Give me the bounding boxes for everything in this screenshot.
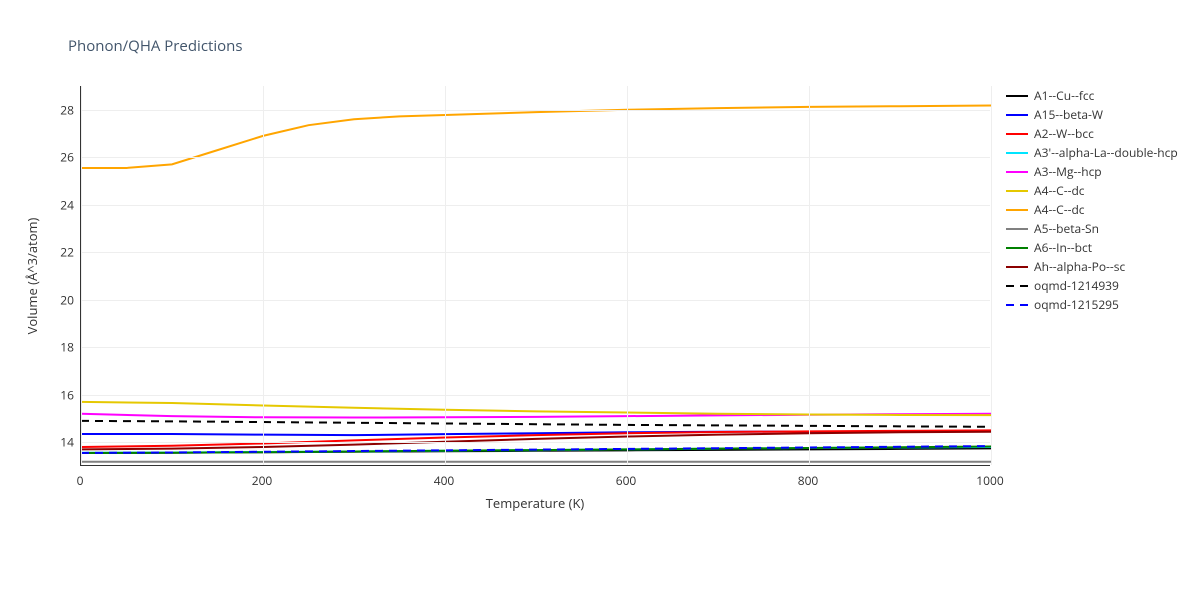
gridline-v [445, 86, 446, 465]
legend-swatch [1006, 105, 1028, 124]
legend-item[interactable]: A1--Cu--fcc [1006, 86, 1178, 105]
legend[interactable]: A1--Cu--fcc A15--beta-W A2--W--bcc A3'--alp… [1006, 86, 1178, 314]
legend-label: A1--Cu--fcc [1034, 87, 1094, 104]
gridline-v [627, 86, 628, 465]
legend-item[interactable]: oqmd-1214939 [1006, 276, 1178, 295]
y-tick-label: 24 [52, 196, 74, 213]
series-line [81, 105, 991, 167]
gridline-h [81, 205, 990, 206]
legend-item[interactable]: A15--beta-W [1006, 105, 1178, 124]
x-tick-label: 200 [252, 472, 273, 489]
series-layer [81, 86, 991, 466]
gridline-v [81, 86, 82, 465]
legend-swatch [1006, 295, 1028, 314]
gridline-v [263, 86, 264, 465]
legend-label: A5--beta-Sn [1034, 220, 1099, 237]
gridline-h [81, 300, 990, 301]
legend-swatch [1006, 276, 1028, 295]
x-tick-label: 600 [616, 472, 637, 489]
gridline-h [81, 442, 990, 443]
y-tick-label: 22 [52, 244, 74, 261]
legend-swatch [1006, 257, 1028, 276]
y-tick-label: 16 [52, 386, 74, 403]
legend-item[interactable]: A3'--alpha-La--double-hcp [1006, 143, 1178, 162]
legend-item[interactable]: A4--C--dc [1006, 181, 1178, 200]
legend-swatch [1006, 124, 1028, 143]
legend-label: A3'--alpha-La--double-hcp [1034, 144, 1178, 161]
y-axis-label: Volume (Å^3/atom) [23, 218, 41, 335]
y-tick-label: 20 [52, 291, 74, 308]
legend-swatch [1006, 86, 1028, 105]
legend-label: A6--In--bct [1034, 239, 1092, 256]
x-tick-label: 800 [798, 472, 819, 489]
legend-label: oqmd-1215295 [1034, 296, 1119, 313]
series-line [81, 402, 991, 415]
gridline-h [81, 347, 990, 348]
y-tick-label: 18 [52, 339, 74, 356]
legend-label: oqmd-1214939 [1034, 277, 1119, 294]
x-tick-label: 400 [434, 472, 455, 489]
legend-item[interactable]: A3--Mg--hcp [1006, 162, 1178, 181]
chart-title: Phonon/QHA Predictions [68, 36, 243, 56]
legend-item[interactable]: Ah--alpha-Po--sc [1006, 257, 1178, 276]
x-axis-label: Temperature (K) [486, 494, 585, 512]
x-tick-label: 0 [77, 472, 84, 489]
y-tick-label: 28 [52, 101, 74, 118]
legend-swatch [1006, 219, 1028, 238]
legend-label: Ah--alpha-Po--sc [1034, 258, 1125, 275]
gridline-v [809, 86, 810, 465]
legend-label: A4--C--dc [1034, 201, 1085, 218]
legend-label: A2--W--bcc [1034, 125, 1094, 142]
legend-item[interactable]: A6--In--bct [1006, 238, 1178, 257]
legend-swatch [1006, 238, 1028, 257]
legend-label: A3--Mg--hcp [1034, 163, 1102, 180]
gridline-h [81, 110, 990, 111]
legend-swatch [1006, 162, 1028, 181]
series-line [81, 421, 991, 427]
y-tick-label: 26 [52, 149, 74, 166]
legend-swatch [1006, 143, 1028, 162]
gridline-h [81, 157, 990, 158]
gridline-h [81, 395, 990, 396]
chart-container: Phonon/QHA Predictions Temperature (K) V… [0, 0, 1200, 600]
legend-item[interactable]: A5--beta-Sn [1006, 219, 1178, 238]
plot-area[interactable] [80, 86, 990, 466]
legend-label: A15--beta-W [1034, 106, 1103, 123]
gridline-v [991, 86, 992, 465]
legend-swatch [1006, 181, 1028, 200]
gridline-h [81, 252, 990, 253]
legend-item[interactable]: A4--C--dc [1006, 200, 1178, 219]
y-tick-label: 14 [52, 434, 74, 451]
legend-label: A4--C--dc [1034, 182, 1085, 199]
legend-swatch [1006, 200, 1028, 219]
legend-item[interactable]: A2--W--bcc [1006, 124, 1178, 143]
legend-item[interactable]: oqmd-1215295 [1006, 295, 1178, 314]
x-tick-label: 1000 [976, 472, 1003, 489]
